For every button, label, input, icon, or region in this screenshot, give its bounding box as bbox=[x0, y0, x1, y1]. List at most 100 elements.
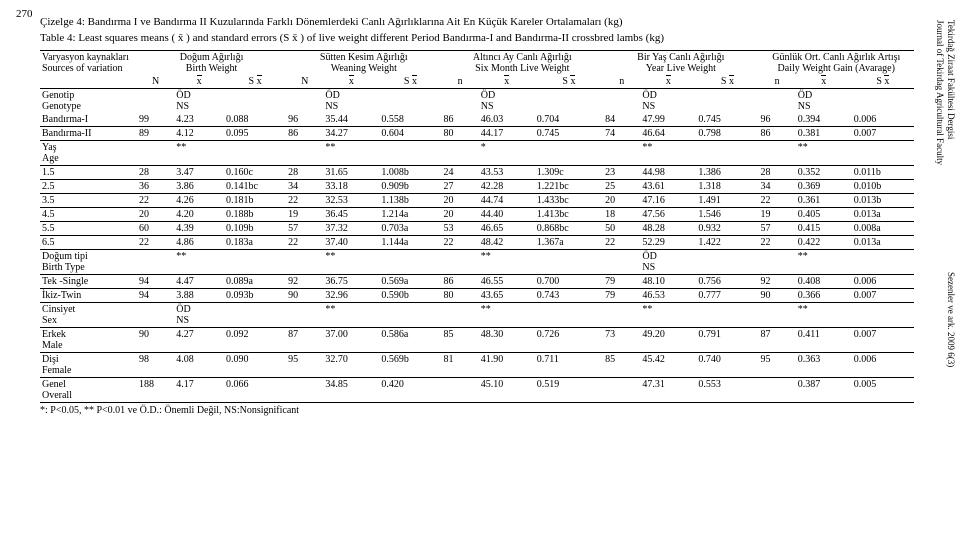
v: 37.32 bbox=[323, 222, 379, 236]
lbl: Dişi bbox=[42, 354, 59, 365]
sig: ** bbox=[796, 141, 852, 166]
v: 31.65 bbox=[323, 166, 379, 180]
v: 85 bbox=[603, 353, 640, 378]
lbl: Tek -Single bbox=[40, 275, 137, 289]
hdr-c4-en: Year Live Weight bbox=[646, 63, 716, 74]
v: 48.10 bbox=[640, 275, 696, 289]
v: 188 bbox=[137, 378, 174, 403]
row-b1: Bandırma-I 994.230.088 9635.440.558 8646… bbox=[40, 113, 914, 127]
lbl: Yaş bbox=[42, 142, 57, 153]
row-gen: GenelOverall 1884.170.066 34.850.420 45.… bbox=[40, 378, 914, 403]
header-row-2: NxS x NxS x nxS x nxS x nxS x bbox=[40, 75, 914, 89]
v: 0.008a bbox=[852, 222, 914, 236]
header-row-1: Varyasyon kaynaklarıSources of variation… bbox=[40, 51, 914, 76]
sig: ** bbox=[323, 141, 379, 166]
v: 0.066 bbox=[224, 378, 286, 403]
v: 0.415 bbox=[796, 222, 852, 236]
v: 25 bbox=[603, 180, 640, 194]
v: 47.31 bbox=[640, 378, 696, 403]
od: ÖD bbox=[481, 90, 495, 101]
v: 0.006 bbox=[852, 353, 914, 378]
lbl2: Female bbox=[42, 365, 71, 376]
v: 3.86 bbox=[174, 180, 224, 194]
v: 87 bbox=[286, 328, 323, 353]
v: 47.99 bbox=[640, 113, 696, 127]
v: 1.318 bbox=[696, 180, 758, 194]
v: 19 bbox=[759, 208, 796, 222]
v: 4.47 bbox=[174, 275, 224, 289]
v: 94 bbox=[137, 289, 174, 303]
row-tek: Tek -Single 944.470.089a 9236.750.569a 8… bbox=[40, 275, 914, 289]
v: 3.88 bbox=[174, 289, 224, 303]
v: 0.381 bbox=[796, 127, 852, 141]
sub-x: x bbox=[323, 75, 379, 89]
v: 36 bbox=[137, 180, 174, 194]
v: 37.00 bbox=[323, 328, 379, 353]
sig: ** bbox=[323, 250, 379, 275]
row-a35: 3.5 224.260.181b 2232.531.138b 2044.741.… bbox=[40, 194, 914, 208]
v: 41.90 bbox=[479, 353, 535, 378]
v bbox=[442, 378, 479, 403]
v: 22 bbox=[442, 236, 479, 250]
v: 0.352 bbox=[796, 166, 852, 180]
sub-x: x bbox=[479, 75, 535, 89]
v: 92 bbox=[286, 275, 323, 289]
row-a55: 5.5 604.390.109b 5737.320.703a 5346.650.… bbox=[40, 222, 914, 236]
v: 22 bbox=[603, 236, 640, 250]
v: 0.181b bbox=[224, 194, 286, 208]
v: 0.569b bbox=[379, 353, 441, 378]
page-number: 270 bbox=[16, 8, 33, 20]
lbl: 1.5 bbox=[40, 166, 137, 180]
v: 0.006 bbox=[852, 275, 914, 289]
v: 0.740 bbox=[696, 353, 758, 378]
sig: ** bbox=[796, 303, 852, 328]
lbl: Genel bbox=[42, 379, 66, 390]
od: ÖD bbox=[176, 90, 190, 101]
row-erk: ErkekMale 904.270.092 8737.000.586a 8548… bbox=[40, 328, 914, 353]
v: 50 bbox=[603, 222, 640, 236]
sub-sx: S x bbox=[535, 75, 603, 89]
v: 1.221bc bbox=[535, 180, 603, 194]
v: 0.703a bbox=[379, 222, 441, 236]
v: 1.367a bbox=[535, 236, 603, 250]
v: 0.090 bbox=[224, 353, 286, 378]
v: 4.86 bbox=[174, 236, 224, 250]
v: 28 bbox=[137, 166, 174, 180]
v: 98 bbox=[137, 353, 174, 378]
v: 28 bbox=[759, 166, 796, 180]
v bbox=[286, 378, 323, 403]
v: 60 bbox=[137, 222, 174, 236]
v: 0.010b bbox=[852, 180, 914, 194]
v: 0.569a bbox=[379, 275, 441, 289]
v: 0.005 bbox=[852, 378, 914, 403]
row-genotip: GenotipGenotype ÖDNS ÖDNS ÖDNS ÖDNS ÖDNS bbox=[40, 89, 914, 114]
sig: ** bbox=[796, 250, 852, 275]
v: 46.64 bbox=[640, 127, 696, 141]
v: 0.558 bbox=[379, 113, 441, 127]
v: 43.61 bbox=[640, 180, 696, 194]
ns: NS bbox=[798, 101, 811, 112]
v: 85 bbox=[442, 328, 479, 353]
side-journal-2: Journal of Tekirdag Agricultural Faculty bbox=[935, 20, 945, 165]
v: 42.28 bbox=[479, 180, 535, 194]
v: 95 bbox=[286, 353, 323, 378]
v: 4.17 bbox=[174, 378, 224, 403]
v: 0.089a bbox=[224, 275, 286, 289]
v: 0.586a bbox=[379, 328, 441, 353]
row-dis: DişiFemale 984.080.090 9532.700.569b 814… bbox=[40, 353, 914, 378]
lbl: Doğum tipi bbox=[42, 251, 88, 262]
v: 0.093b bbox=[224, 289, 286, 303]
v: 0.756 bbox=[696, 275, 758, 289]
v: 0.007 bbox=[852, 328, 914, 353]
hdr-c2-en: Weaning Weight bbox=[331, 63, 397, 74]
sub-n: N bbox=[137, 75, 174, 89]
sub-sx: S x bbox=[379, 75, 441, 89]
v: 20 bbox=[137, 208, 174, 222]
sub-x: x bbox=[796, 75, 852, 89]
lbl2: Overall bbox=[42, 390, 72, 401]
row-b2: Bandırma-II 894.120.095 8634.270.604 804… bbox=[40, 127, 914, 141]
v: 57 bbox=[759, 222, 796, 236]
v: 0.405 bbox=[796, 208, 852, 222]
v: 20 bbox=[442, 208, 479, 222]
v: 34 bbox=[286, 180, 323, 194]
